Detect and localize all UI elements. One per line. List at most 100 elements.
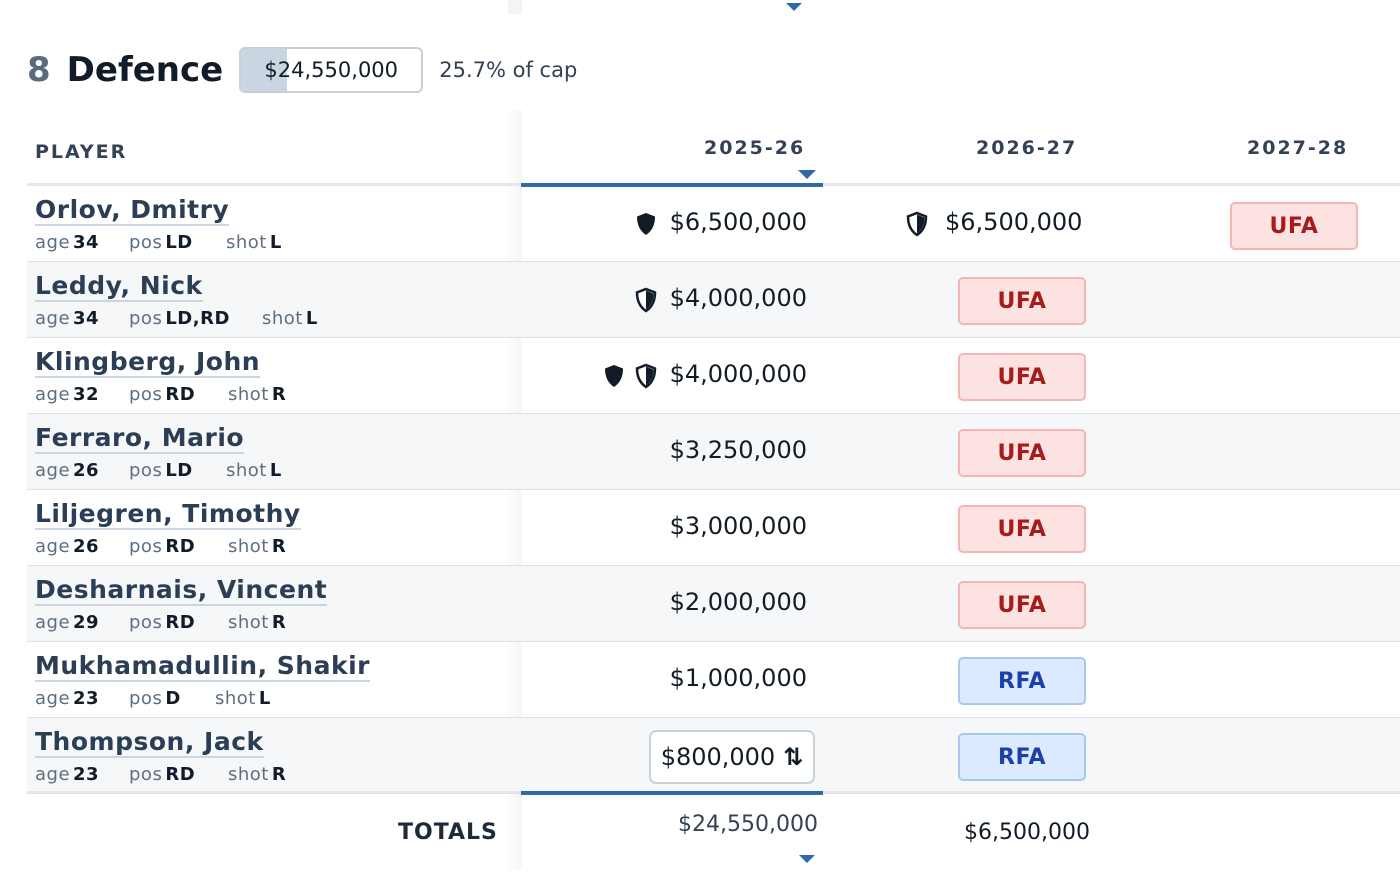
salary-season-1: $3,250,000 (669, 436, 807, 464)
caret-down-icon (786, 3, 802, 11)
sorted-column-indicator (521, 183, 823, 187)
free-agency-badge: UFA (1230, 202, 1358, 250)
shield-half-icon[interactable] (905, 211, 929, 237)
age-label: age (35, 764, 71, 785)
age-label: age (35, 308, 71, 329)
pos-value: LD,RD (165, 308, 230, 329)
player-pos: pos RD (129, 384, 195, 405)
player-age: age 23 (35, 764, 99, 785)
salary-season-1: $3,000,000 (669, 512, 807, 540)
age-value: 29 (73, 612, 100, 633)
table-row: Liljegren, Timothy age 26 pos RD shot R $3,000,… (27, 490, 1400, 566)
player-shot: shot L (215, 688, 271, 709)
free-agency-badge: UFA (958, 505, 1086, 553)
age-label: age (35, 384, 71, 405)
player-pos: pos LD,RD (129, 308, 230, 329)
shot-label: shot (262, 308, 303, 329)
cap-hit-pill: $24,550,000 (239, 47, 424, 93)
player-name-link[interactable]: Ferraro, Mario (35, 423, 245, 454)
player-pos: pos RD (129, 612, 195, 633)
cap-percentage: 25.7% of cap (439, 58, 578, 82)
pos-value: RD (165, 536, 196, 557)
pos-value: RD (165, 384, 196, 405)
shot-label: shot (228, 612, 269, 633)
age-value: 34 (73, 232, 100, 253)
free-agency-badge: UFA (958, 581, 1086, 629)
shot-label: shot (228, 536, 269, 557)
table-row: Orlov, Dmitry age 34 pos LD shot L $6,500,000 $6… (27, 186, 1400, 262)
player-age: age 26 (35, 536, 99, 557)
sort-arrows-icon[interactable]: ⇅ (783, 743, 804, 771)
age-value: 26 (73, 536, 100, 557)
age-value: 34 (73, 308, 100, 329)
player-count: 8 (27, 50, 51, 90)
sort-caret-icon[interactable] (798, 170, 816, 179)
player-age: age 32 (35, 384, 99, 405)
pos-label: pos (129, 536, 163, 557)
column-header-season-2[interactable]: 2026-27 (976, 137, 1078, 159)
shot-label: shot (228, 764, 269, 785)
pos-value: RD (165, 612, 196, 633)
shot-value: R (271, 764, 287, 785)
player-age: age 23 (35, 688, 99, 709)
age-label: age (35, 460, 71, 481)
player-age: age 34 (35, 232, 99, 253)
table-row: Leddy, Nick age 34 pos LD,RD shot L $4,000,000 U… (27, 262, 1400, 338)
totals-label: TOTALS (398, 820, 498, 845)
age-label: age (35, 612, 71, 633)
shot-value: L (269, 232, 282, 253)
shield-half-icon[interactable] (634, 363, 658, 389)
shot-value: R (271, 536, 287, 557)
pos-label: pos (129, 688, 163, 709)
salary-edit-field[interactable]: $800,000 ⇅ (649, 730, 815, 784)
pos-value: RD (165, 764, 196, 785)
player-name-link[interactable]: Desharnais, Vincent (35, 575, 328, 606)
free-agency-badge: UFA (958, 277, 1086, 325)
player-shot: shot R (228, 764, 286, 785)
section-header: 8 Defence $24,550,000 25.7% of cap (27, 45, 577, 95)
pos-label: pos (129, 460, 163, 481)
shield-full-icon[interactable] (634, 211, 658, 237)
shield-half-icon[interactable] (634, 287, 658, 313)
pos-value: LD (165, 460, 193, 481)
free-agency-badge: RFA (958, 733, 1086, 781)
salary-season-1: $1,000,000 (669, 664, 807, 692)
salary-season-1: $4,000,000 (669, 360, 807, 388)
column-shadow-top (508, 0, 522, 14)
shot-label: shot (226, 460, 267, 481)
age-label: age (35, 232, 71, 253)
column-header-player[interactable]: PLAYER (35, 141, 128, 163)
age-label: age (35, 688, 71, 709)
player-name-link[interactable]: Orlov, Dmitry (35, 195, 230, 226)
shot-label: shot (228, 384, 269, 405)
column-header-season-3[interactable]: 2027-28 (1247, 137, 1349, 159)
totals-season-2: $6,500,000 (964, 820, 1090, 845)
player-shot: shot L (226, 232, 282, 253)
caret-down-icon (799, 855, 815, 863)
totals-season-1: $24,550,000 (678, 812, 818, 837)
player-age: age 29 (35, 612, 99, 633)
player-pos: pos LD (129, 232, 193, 253)
player-name-link[interactable]: Liljegren, Timothy (35, 499, 301, 530)
column-header-season-1[interactable]: 2025-26 (704, 137, 806, 159)
player-shot: shot R (228, 612, 286, 633)
player-name-link[interactable]: Mukhamadullin, Shakir (35, 651, 370, 682)
salary-season-1: $6,500,000 (669, 208, 807, 236)
player-age: age 34 (35, 308, 99, 329)
table-row: Desharnais, Vincent age 29 pos RD shot R $2,000… (27, 566, 1400, 642)
player-name-link[interactable]: Thompson, Jack (35, 727, 264, 758)
player-pos: pos RD (129, 536, 195, 557)
player-shot: shot R (228, 384, 286, 405)
shield-full-icon[interactable] (602, 363, 626, 389)
salary-season-1: $4,000,000 (669, 284, 807, 312)
table-row: Thompson, Jack age 23 pos RD shot R $800,000 ⇅ RF… (27, 718, 1400, 794)
player-name-link[interactable]: Klingberg, John (35, 347, 261, 378)
shot-value: L (269, 460, 282, 481)
pos-label: pos (129, 612, 163, 633)
pos-label: pos (129, 764, 163, 785)
cap-usage-bar (241, 49, 288, 91)
player-name-link[interactable]: Leddy, Nick (35, 271, 203, 302)
pos-label: pos (129, 232, 163, 253)
cap-hit-value: $24,550,000 (264, 58, 399, 82)
